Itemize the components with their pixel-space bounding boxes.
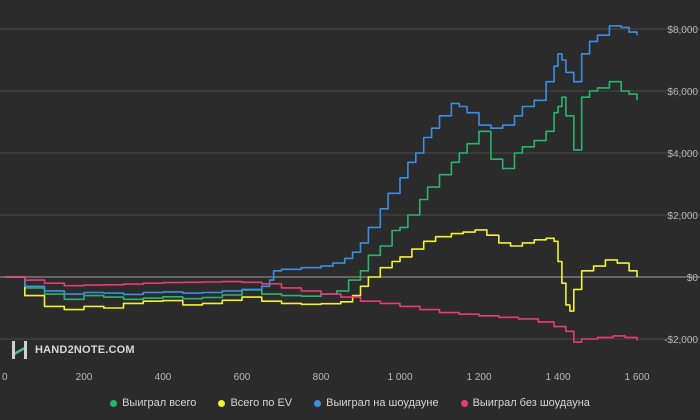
- x-tick-label: 1 200: [466, 372, 491, 383]
- y-tick-label: $6,000: [667, 87, 698, 98]
- legend-dot-icon: [460, 399, 468, 407]
- legend-item-3[interactable]: Выиграл без шоудауна: [460, 397, 590, 409]
- x-tick-label: 600: [234, 372, 251, 383]
- legend-dot-icon: [218, 399, 226, 407]
- y-tick-label: -$2,000: [664, 335, 698, 346]
- y-tick-label: $2,000: [667, 211, 698, 222]
- legend-item-2[interactable]: Выиграл на шоудауне: [314, 397, 439, 409]
- hand2note-logo: HAND2NOTE.COM: [11, 340, 135, 360]
- series-line-1: [5, 229, 638, 312]
- x-tick-label: 0: [2, 372, 8, 383]
- legend-item-1[interactable]: Всего по EV: [218, 397, 292, 409]
- series-line-3: [5, 276, 638, 343]
- y-tick-label: $4,000: [667, 149, 698, 160]
- legend-label: Выиграл всего: [122, 397, 197, 409]
- series-line-2: [5, 25, 638, 296]
- x-tick-label: 1 600: [624, 372, 649, 383]
- x-tick-label: 400: [155, 372, 172, 383]
- legend-dot-icon: [314, 399, 322, 407]
- legend-item-0[interactable]: Выиграл всего: [110, 397, 196, 409]
- tick-layer: -$2,000 $0 $2,000 $4,000 $6,000 $8,000 0 200 400…: [2, 25, 698, 383]
- legend-label: Выиграл на шоудауне: [326, 397, 439, 409]
- logo-text: HAND2NOTE.COM: [35, 344, 135, 356]
- series-layer: [5, 25, 638, 343]
- legend-dot-icon: [110, 399, 118, 407]
- legend-label: Выиграл без шоудауна: [472, 397, 590, 409]
- chart-legend: Выиграл всего Всего по EV Выиграл на шоуда…: [0, 393, 700, 413]
- y-tick-label: $8,000: [667, 25, 698, 36]
- x-tick-label: 1 400: [545, 372, 570, 383]
- y-tick-label: $0: [687, 273, 699, 284]
- x-tick-label: 800: [313, 372, 330, 383]
- x-tick-label: 200: [76, 372, 93, 383]
- x-tick-label: 1 000: [387, 372, 412, 383]
- hand2note-logo-icon: [12, 341, 27, 359]
- series-line-0: [5, 80, 638, 301]
- legend-label: Всего по EV: [230, 397, 293, 409]
